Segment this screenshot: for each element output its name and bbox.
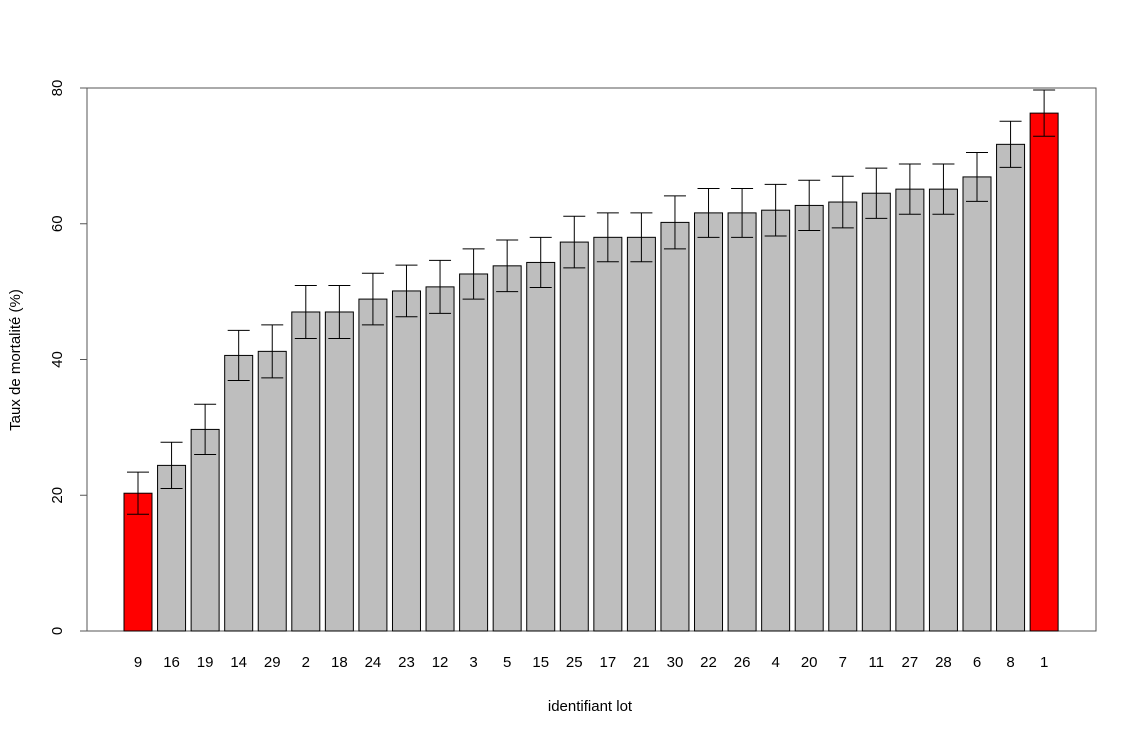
error-bar	[831, 175, 854, 229]
bar	[459, 273, 489, 632]
x-tick-label: 20	[801, 654, 818, 671]
x-tick-label: 30	[667, 654, 684, 671]
x-tick-label: 4	[771, 654, 779, 671]
bar	[694, 212, 724, 632]
bar	[861, 192, 891, 632]
bar	[291, 311, 321, 632]
error-bar	[227, 329, 250, 382]
error-bar	[160, 441, 183, 489]
x-tick-label: 15	[532, 654, 549, 671]
bar	[895, 188, 925, 632]
bar	[224, 354, 254, 632]
bar	[425, 286, 455, 632]
x-tick-label: 27	[902, 654, 919, 671]
x-tick-label: 5	[503, 654, 511, 671]
error-bar	[663, 195, 686, 250]
error-bar	[328, 285, 351, 339]
x-tick-label: 18	[331, 654, 348, 671]
bar	[928, 188, 958, 632]
x-tick-label: 7	[839, 654, 847, 671]
bar	[727, 212, 757, 632]
error-bar	[999, 120, 1022, 168]
x-tick-label: 19	[197, 654, 214, 671]
bar	[593, 236, 623, 632]
x-tick-label: 17	[599, 654, 616, 671]
x-tick-label: 26	[734, 654, 751, 671]
x-tick-label: 11	[869, 654, 885, 671]
error-bar	[731, 187, 754, 238]
x-tick-label: 14	[230, 654, 247, 671]
bar	[761, 209, 791, 632]
bar	[660, 221, 690, 632]
x-tick-label: 29	[264, 654, 281, 671]
y-tick-label: 0	[49, 627, 66, 635]
error-bar	[898, 163, 921, 215]
error-bar	[966, 151, 988, 202]
error-bar	[294, 285, 317, 339]
error-bar	[563, 215, 586, 269]
error-bar	[764, 183, 787, 237]
bar	[794, 204, 824, 632]
x-tick-label: 25	[566, 654, 583, 671]
bar	[828, 201, 858, 632]
bar	[626, 236, 656, 632]
error-bar	[429, 259, 452, 314]
x-tick-label: 12	[432, 654, 449, 671]
error-bar	[361, 272, 384, 326]
error-bar	[865, 167, 888, 219]
error-bar	[127, 471, 149, 515]
x-tick-label: 6	[973, 654, 981, 671]
x-tick-label: 1	[1040, 654, 1048, 671]
x-tick-label: 22	[700, 654, 717, 671]
bar	[1029, 112, 1059, 632]
bar	[962, 176, 992, 632]
bar	[358, 298, 388, 632]
error-bar	[395, 264, 418, 318]
bar	[391, 290, 421, 632]
bar	[324, 311, 354, 632]
x-tick-label: 21	[633, 654, 650, 671]
error-bar	[194, 403, 217, 456]
x-tick-label: 23	[398, 654, 415, 671]
error-bar	[596, 212, 619, 263]
error-bar	[496, 239, 519, 293]
x-tick-label: 8	[1006, 654, 1014, 671]
bar	[559, 241, 589, 632]
y-tick-label: 20	[49, 487, 66, 504]
x-tick-label: 28	[935, 654, 952, 671]
error-bar	[697, 187, 720, 238]
bar	[526, 261, 556, 632]
x-tick-label: 24	[365, 654, 382, 671]
x-tick-label: 16	[163, 654, 180, 671]
bar	[492, 265, 522, 632]
bar	[996, 143, 1026, 632]
y-axis-title: Taux de mortalité (%)	[7, 289, 24, 431]
error-bar	[529, 236, 552, 289]
x-tick-label: 9	[134, 654, 142, 671]
error-bar	[798, 179, 821, 232]
error-bar	[932, 163, 955, 215]
x-tick-label: 3	[469, 654, 477, 671]
y-tick-label: 40	[49, 351, 66, 368]
y-tick-label: 80	[49, 80, 66, 97]
error-bar	[630, 212, 653, 263]
bar	[257, 350, 287, 632]
error-bar	[462, 248, 485, 300]
x-axis-title: identifiant lot	[548, 698, 633, 715]
y-tick-label: 60	[49, 215, 66, 232]
error-bar	[1033, 89, 1056, 137]
error-bar	[261, 324, 284, 379]
x-tick-label: 2	[302, 654, 310, 671]
bar	[190, 428, 220, 632]
bar	[157, 464, 187, 632]
